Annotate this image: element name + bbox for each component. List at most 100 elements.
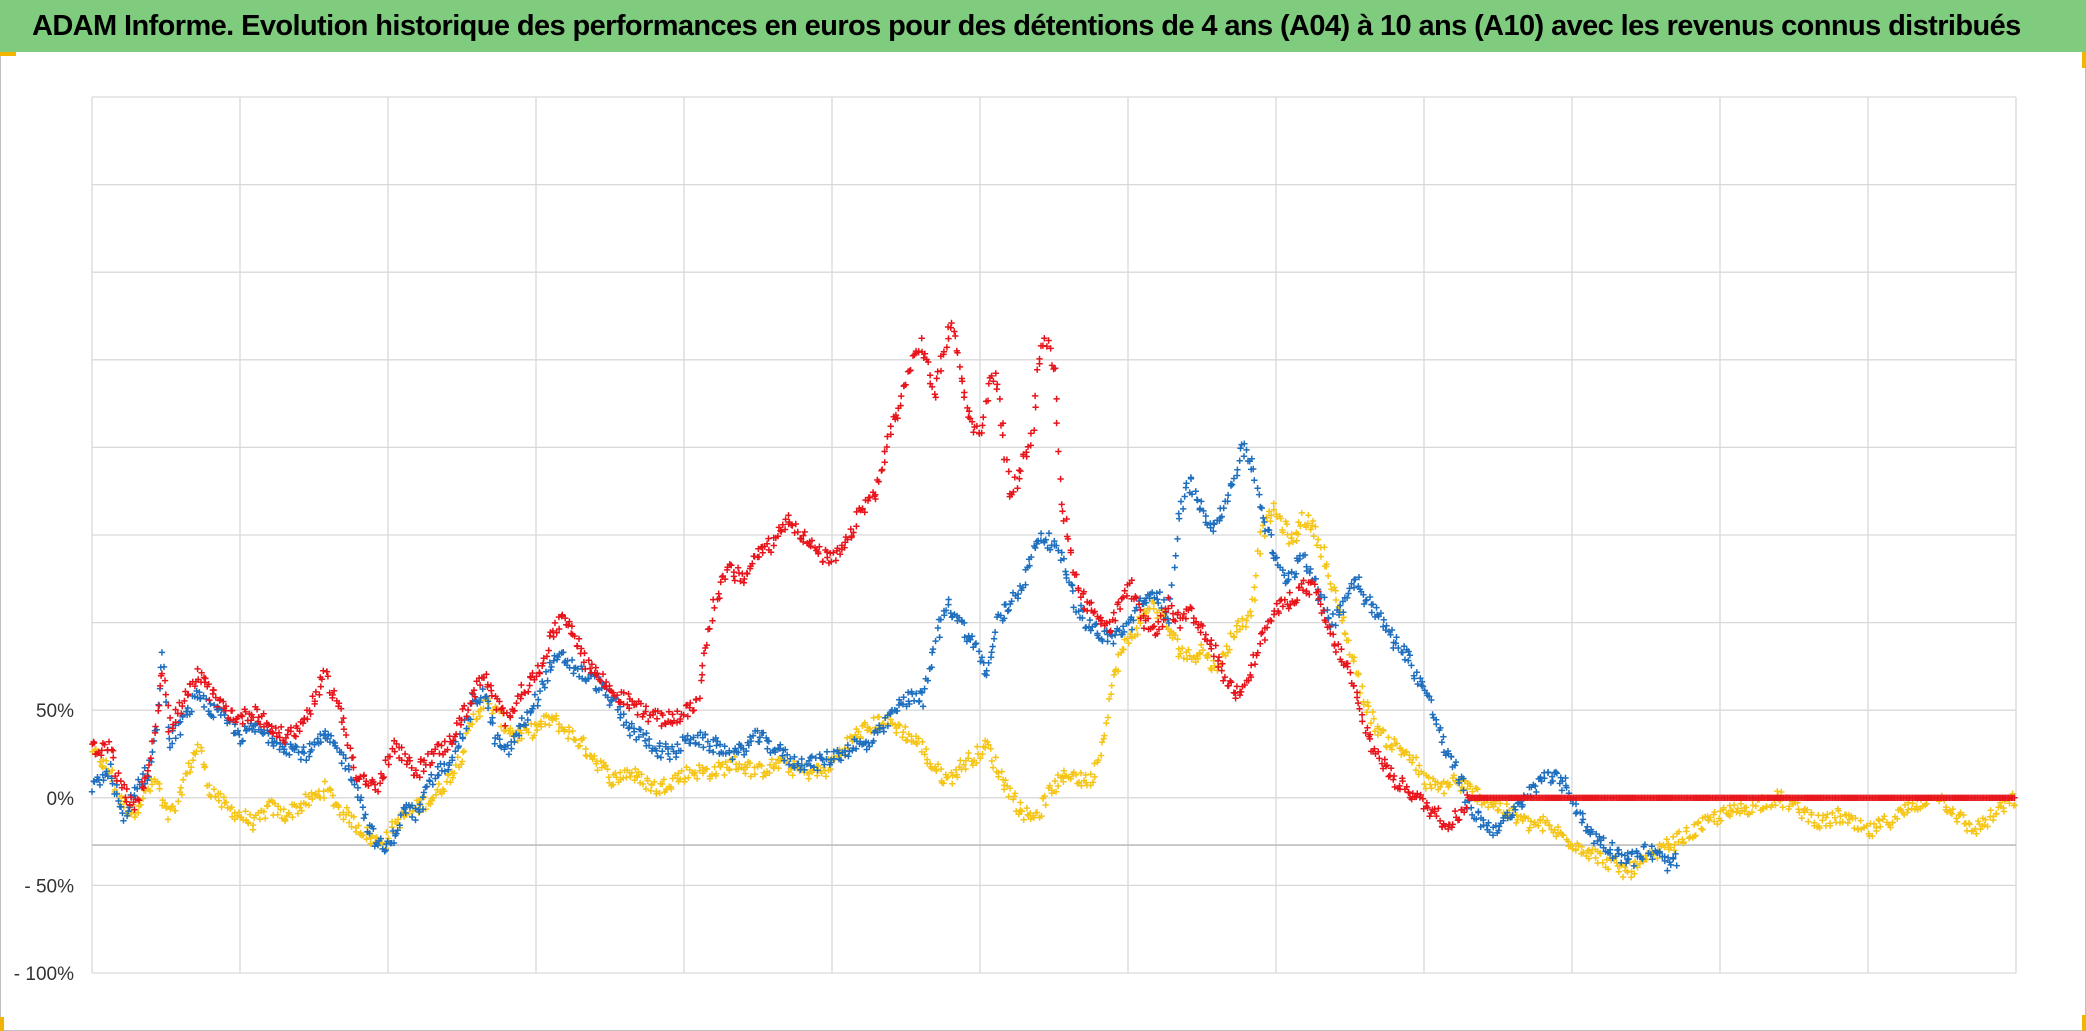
data-point (1486, 828, 1493, 836)
data-point (1248, 455, 1255, 462)
data-point (1233, 622, 1240, 629)
data-point (1428, 785, 1435, 792)
data-point (426, 778, 433, 785)
data-point (1733, 809, 1740, 816)
data-point (345, 809, 352, 816)
data-point (1592, 854, 1599, 862)
data-point (1364, 699, 1371, 706)
data-point (928, 664, 935, 671)
data-point (844, 536, 851, 543)
data-point (884, 722, 892, 730)
data-point (606, 682, 613, 690)
data-point (1300, 577, 1307, 584)
data-point (894, 707, 901, 715)
data-point (1461, 809, 1468, 816)
data-point (1294, 530, 1302, 538)
data-point (214, 703, 221, 710)
data-point (1095, 756, 1102, 764)
data-point (1448, 753, 1455, 761)
data-point (766, 769, 773, 777)
data-point (641, 737, 649, 744)
data-point (1538, 778, 1545, 785)
data-point (435, 780, 442, 788)
data-point (1277, 515, 1284, 522)
data-point (553, 629, 560, 636)
data-point (1258, 630, 1265, 637)
data-point (1347, 669, 1354, 676)
data-point (1022, 581, 1029, 588)
data-point (1636, 860, 1644, 867)
data-point (1630, 862, 1638, 870)
data-point (990, 635, 998, 642)
data-point (103, 757, 110, 764)
data-point (696, 762, 703, 769)
data-point (1559, 778, 1566, 785)
data-point (435, 771, 442, 779)
data-point (503, 709, 511, 717)
data-point (1315, 588, 1322, 595)
data-point (932, 637, 939, 645)
data-point (508, 745, 515, 752)
data-point (1032, 544, 1039, 552)
data-point (484, 704, 492, 712)
data-point (866, 494, 873, 501)
data-point (282, 734, 290, 742)
data-point (1108, 682, 1115, 689)
data-point (1411, 675, 1418, 682)
data-point (702, 731, 709, 738)
data-point (711, 763, 718, 771)
data-point (281, 739, 288, 746)
data-point (524, 716, 531, 724)
data-point (898, 392, 905, 400)
data-point (1671, 841, 1678, 848)
data-point (212, 694, 219, 701)
data-point (1332, 648, 1340, 656)
data-point (1492, 822, 1500, 829)
data-point (1326, 623, 1333, 630)
data-point (504, 742, 511, 749)
data-point (531, 676, 538, 683)
data-point (320, 667, 327, 674)
data-point (1171, 564, 1178, 571)
data-point (1826, 822, 1834, 829)
data-point (1837, 813, 1844, 820)
data-point (945, 335, 952, 342)
series-red (89, 319, 2018, 833)
data-point (119, 809, 126, 817)
data-point (884, 433, 891, 440)
data-point (552, 715, 560, 723)
data-point (881, 459, 888, 466)
data-point (299, 720, 307, 727)
data-point (730, 568, 738, 576)
data-point (109, 780, 116, 787)
data-point (1046, 782, 1053, 789)
data-point (943, 344, 951, 351)
data-point (1381, 756, 1388, 763)
data-point (968, 633, 976, 640)
data-point (1120, 646, 1127, 653)
data-point (1984, 823, 1991, 830)
data-point (1503, 800, 1510, 808)
data-point (1252, 572, 1260, 579)
data-point (118, 793, 125, 800)
data-point (181, 697, 188, 705)
data-point (847, 525, 854, 533)
data-point (1417, 791, 1424, 799)
data-point (289, 814, 296, 821)
data-point (1078, 782, 1085, 789)
data-point (109, 766, 116, 774)
data-point (1819, 817, 1826, 824)
data-point (367, 840, 374, 847)
data-point (1338, 658, 1345, 665)
data-point (1234, 466, 1241, 473)
data-point (678, 767, 685, 775)
data-point (1631, 870, 1638, 877)
data-point (1053, 542, 1060, 549)
data-point (1615, 846, 1622, 853)
data-point (360, 831, 367, 839)
data-point (846, 748, 853, 755)
data-point (1585, 855, 1593, 862)
data-point (1367, 719, 1375, 727)
data-point (1321, 544, 1328, 551)
data-point (900, 728, 907, 736)
